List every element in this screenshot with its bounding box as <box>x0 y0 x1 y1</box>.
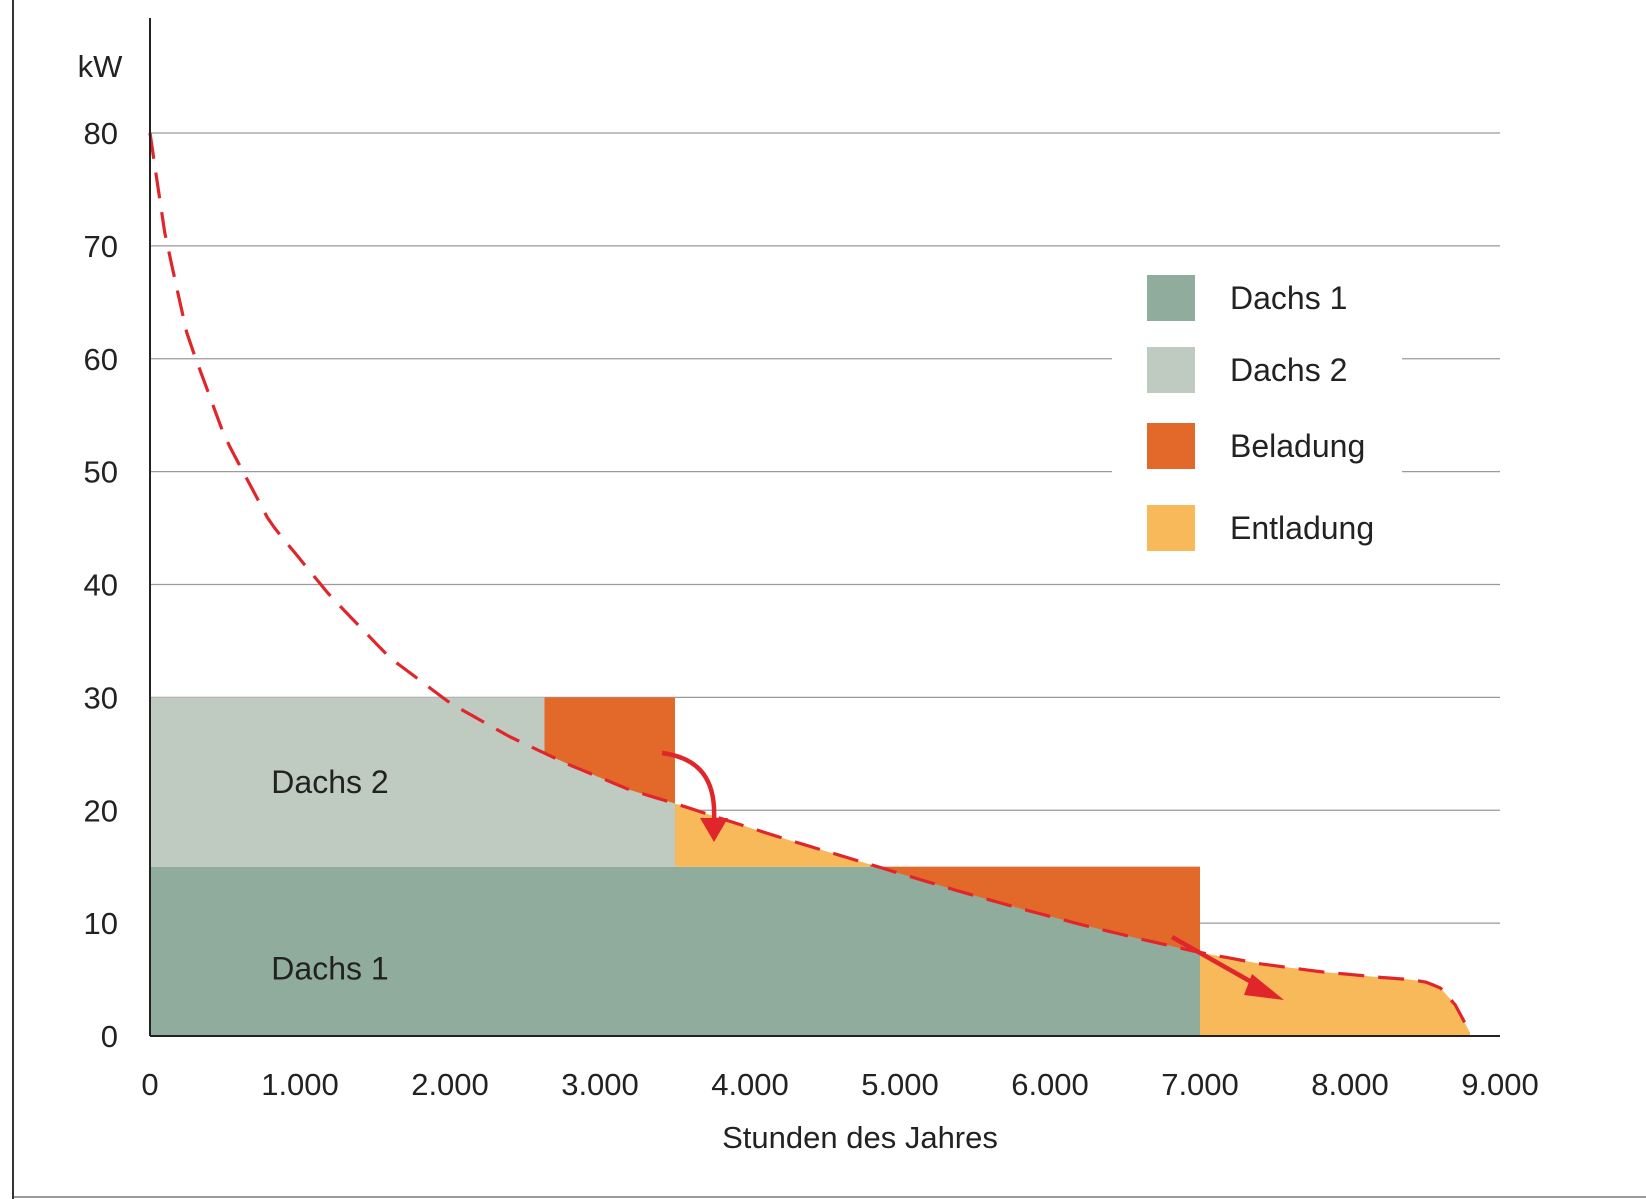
legend-label-beladung: Beladung <box>1230 428 1365 464</box>
transfer-arrow-1-shaft <box>661 750 717 821</box>
legend-swatch-entladung <box>1147 505 1195 551</box>
y-axis-unit-label: kW <box>78 49 124 84</box>
x-tick-label-8.000: 8.000 <box>1311 1067 1389 1102</box>
area-beladung-segment-2 <box>870 864 1200 953</box>
transfer-arrow-1-head <box>700 818 728 842</box>
legend-swatch-dachs-1 <box>1147 275 1195 321</box>
y-tick-label-20: 20 <box>84 793 118 828</box>
arrow-layer <box>661 750 1284 1000</box>
legend: Dachs 1 Dachs 2 Beladung Entladung <box>1112 262 1402 564</box>
y-tick-label-70: 70 <box>84 229 118 264</box>
x-tick-label-2.000: 2.000 <box>411 1067 489 1102</box>
area-beladung-segment-1 <box>544 697 675 804</box>
y-tick-label-50: 50 <box>84 455 118 490</box>
axis-layer: 0 10 20 30 40 50 60 70 80 0 1.000 2.000 3.000 4.000 5.… <box>84 18 1539 1102</box>
y-tick-label-80: 80 <box>84 116 118 151</box>
x-tick-label-9.000: 9.000 <box>1461 1067 1539 1102</box>
area-labels: Dachs 2 Dachs 1 <box>271 764 388 986</box>
legend-swatch-dachs-2 <box>1147 347 1195 393</box>
y-tick-label-0: 0 <box>101 1019 118 1054</box>
y-tick-label-30: 30 <box>84 680 118 715</box>
transfer-arrow-2-head <box>1244 974 1284 1000</box>
y-tick-label-60: 60 <box>84 342 118 377</box>
legend-label-entladung: Entladung <box>1230 510 1374 546</box>
area-entladung-segment-2 <box>1200 952 1470 1036</box>
legend-swatch-beladung <box>1147 423 1195 469</box>
x-tick-label-7.000: 7.000 <box>1161 1067 1239 1102</box>
area-dachs-2 <box>150 697 675 867</box>
load-curve-line <box>148 132 1472 1034</box>
y-tick-label-40: 40 <box>84 568 118 603</box>
area-layer <box>150 697 1470 1036</box>
area-dachs-1 <box>150 866 1200 1036</box>
load-curve-layer <box>148 132 1472 1034</box>
x-axis-title: Stunden des Jahres <box>722 1120 998 1155</box>
x-tick-label-3.000: 3.000 <box>561 1067 639 1102</box>
area-label-dachs-1: Dachs 1 <box>271 950 388 986</box>
x-tick-label-5.000: 5.000 <box>861 1067 939 1102</box>
legend-label-dachs-2: Dachs 2 <box>1230 352 1347 388</box>
legend-label-dachs-1: Dachs 1 <box>1230 280 1347 316</box>
x-tick-label-6.000: 6.000 <box>1011 1067 1089 1102</box>
x-tick-label-0: 0 <box>141 1067 158 1102</box>
area-label-dachs-2: Dachs 2 <box>271 764 388 800</box>
y-tick-label-10: 10 <box>84 906 118 941</box>
transfer-arrow-2-shaft <box>1170 935 1264 990</box>
x-tick-label-1.000: 1.000 <box>261 1067 339 1102</box>
x-tick-label-4.000: 4.000 <box>711 1067 789 1102</box>
